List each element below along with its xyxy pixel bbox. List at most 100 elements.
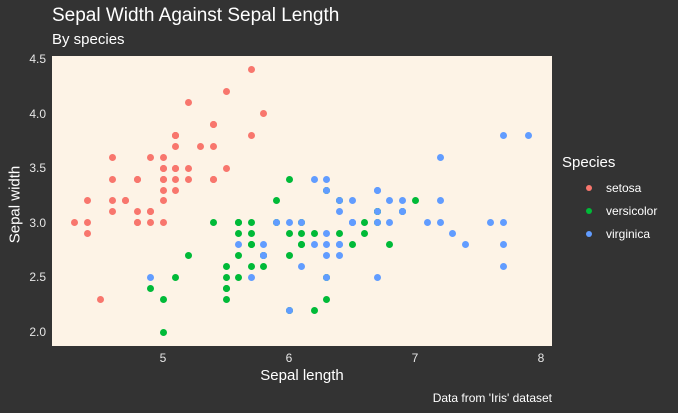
data-point-versicolor: [272, 197, 280, 205]
data-point-versicolor: [411, 197, 419, 205]
data-point-virginica: [335, 197, 343, 205]
y-tick-label: 3.5: [29, 161, 46, 176]
data-point-versicolor: [235, 273, 243, 281]
data-point-setosa: [83, 230, 91, 238]
data-point-virginica: [323, 273, 331, 281]
data-point-virginica: [348, 197, 356, 205]
data-point-virginica: [373, 208, 381, 216]
data-point-setosa: [146, 219, 154, 227]
data-point-setosa: [247, 131, 255, 139]
data-point-versicolor: [184, 252, 192, 260]
data-point-setosa: [209, 142, 217, 150]
virginica-dot-icon: [586, 230, 592, 237]
data-point-versicolor: [361, 230, 369, 238]
data-point-virginica: [146, 273, 154, 281]
setosa-dot-icon: [586, 184, 592, 191]
data-point-setosa: [109, 197, 117, 205]
data-point-virginica: [323, 252, 331, 260]
data-point-setosa: [146, 153, 154, 161]
data-point-virginica: [386, 219, 394, 227]
data-point-virginica: [310, 241, 318, 249]
data-point-setosa: [134, 208, 142, 216]
data-point-virginica: [285, 306, 293, 314]
data-point-versicolor: [146, 284, 154, 292]
legend: Species setosa versicolor virginica: [562, 154, 657, 245]
y-tick-label: 2.5: [29, 270, 46, 285]
data-point-virginica: [436, 153, 444, 161]
data-point-versicolor: [285, 230, 293, 238]
data-point-virginica: [373, 273, 381, 281]
data-point-versicolor: [323, 295, 331, 303]
data-point-versicolor: [235, 230, 243, 238]
legend-label: setosa: [606, 180, 642, 195]
data-point-virginica: [323, 186, 331, 194]
data-point-setosa: [172, 175, 180, 183]
data-point-setosa: [159, 197, 167, 205]
data-point-virginica: [335, 208, 343, 216]
data-point-virginica: [436, 219, 444, 227]
data-point-virginica: [524, 131, 532, 139]
data-point-versicolor: [348, 241, 356, 249]
data-point-versicolor: [361, 219, 369, 227]
data-point-versicolor: [285, 175, 293, 183]
data-point-setosa: [209, 121, 217, 129]
data-point-virginica: [461, 241, 469, 249]
data-point-setosa: [109, 153, 117, 161]
data-point-setosa: [83, 197, 91, 205]
data-point-setosa: [159, 186, 167, 194]
data-point-virginica: [323, 230, 331, 238]
data-point-virginica: [499, 219, 507, 227]
data-point-versicolor: [298, 230, 306, 238]
data-point-setosa: [109, 208, 117, 216]
chart-subtitle: By species: [52, 31, 125, 48]
data-point-virginica: [323, 175, 331, 183]
data-point-versicolor: [222, 262, 230, 270]
data-point-setosa: [109, 175, 117, 183]
data-point-versicolor: [235, 219, 243, 227]
plot-panel: [52, 56, 552, 346]
data-point-setosa: [159, 164, 167, 172]
data-point-virginica: [499, 241, 507, 249]
data-point-virginica: [398, 208, 406, 216]
data-point-setosa: [184, 164, 192, 172]
data-point-versicolor: [247, 241, 255, 249]
data-point-setosa: [172, 186, 180, 194]
data-point-versicolor: [222, 295, 230, 303]
data-point-setosa: [247, 66, 255, 74]
data-point-virginica: [499, 131, 507, 139]
data-point-virginica: [310, 175, 318, 183]
data-point-versicolor: [159, 328, 167, 336]
data-point-virginica: [247, 273, 255, 281]
data-point-virginica: [373, 186, 381, 194]
data-point-versicolor: [247, 230, 255, 238]
data-point-setosa: [134, 219, 142, 227]
data-point-versicolor: [159, 295, 167, 303]
data-point-virginica: [348, 219, 356, 227]
data-point-virginica: [323, 241, 331, 249]
y-tick-label: 2.0: [29, 325, 46, 339]
x-axis-label: Sepal length: [260, 367, 344, 384]
data-point-setosa: [172, 142, 180, 150]
data-point-virginica: [386, 197, 394, 205]
data-point-virginica: [398, 197, 406, 205]
data-point-virginica: [285, 219, 293, 227]
chart-caption: Data from 'Iris' dataset: [432, 391, 552, 405]
data-point-setosa: [172, 131, 180, 139]
data-point-setosa: [172, 164, 180, 172]
x-tick-label: 5: [159, 351, 167, 365]
x-tick-label: 7: [411, 351, 419, 365]
data-point-versicolor: [298, 241, 306, 249]
x-tick-label: 8: [537, 351, 545, 365]
data-point-versicolor: [247, 219, 255, 227]
legend-item-setosa: setosa: [562, 176, 657, 199]
data-point-setosa: [83, 219, 91, 227]
data-point-setosa: [159, 175, 167, 183]
data-point-setosa: [184, 175, 192, 183]
data-point-versicolor: [335, 230, 343, 238]
x-tick-label: 6: [285, 351, 293, 365]
data-point-virginica: [335, 252, 343, 260]
data-point-virginica: [298, 219, 306, 227]
data-point-virginica: [235, 241, 243, 249]
data-point-setosa: [197, 142, 205, 150]
data-point-virginica: [487, 219, 495, 227]
